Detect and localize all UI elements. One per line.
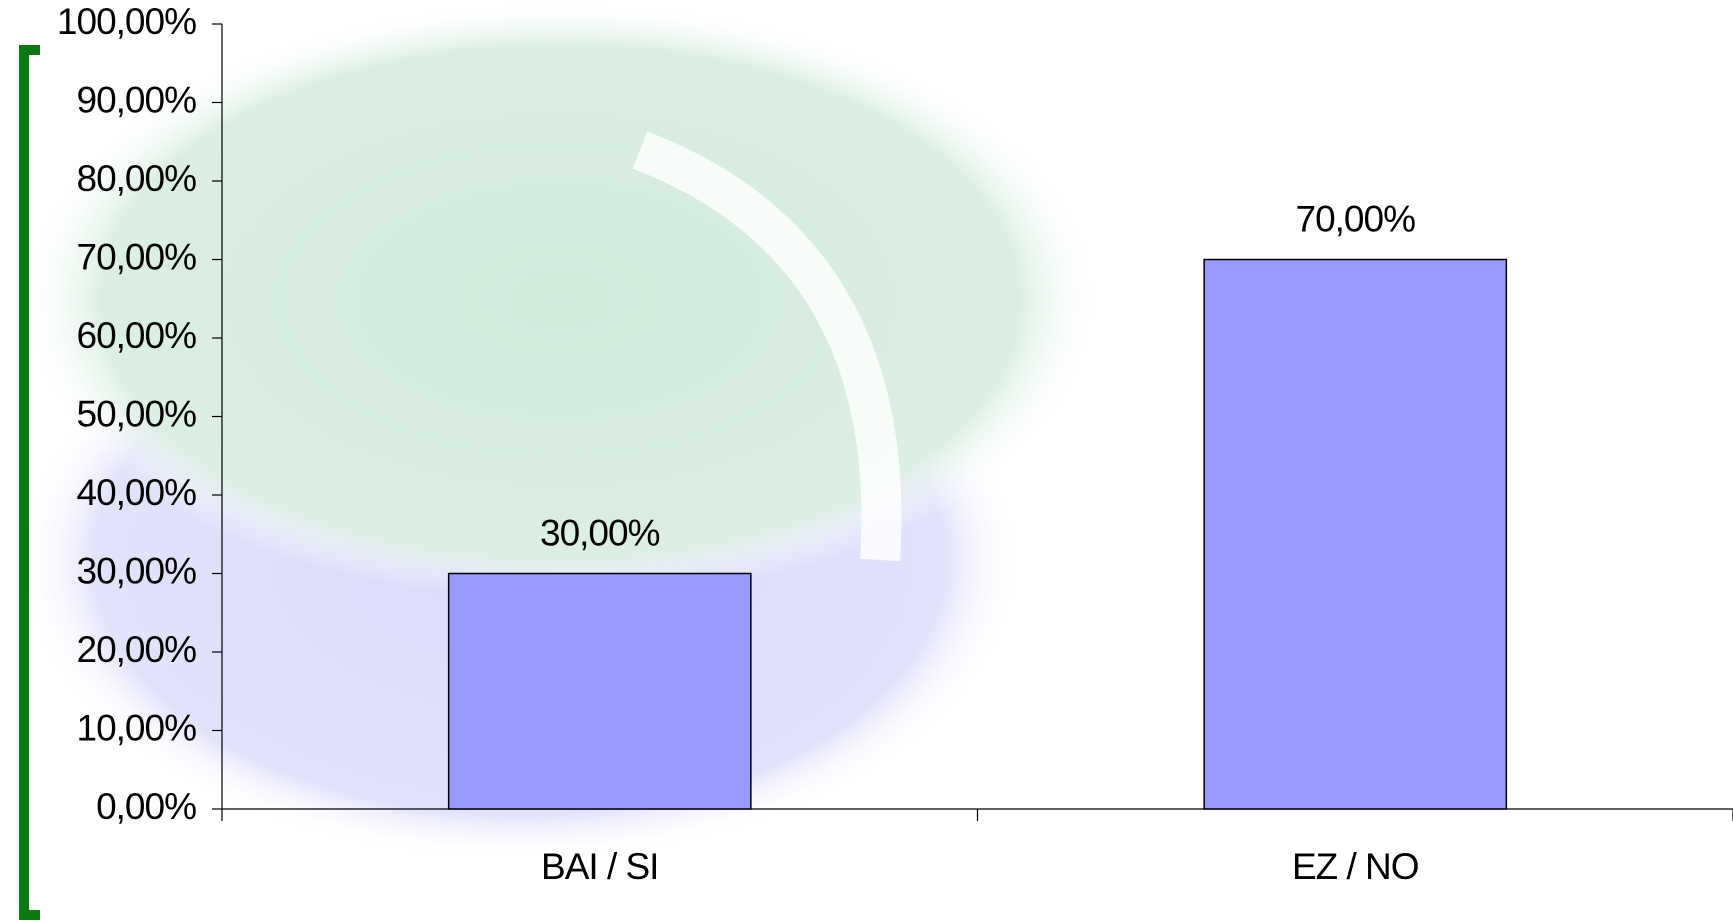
bracket — [19, 45, 40, 920]
y-tick-label: 30,00% — [77, 550, 197, 591]
bar — [447, 572, 752, 810]
y-tick-label: 90,00% — [77, 79, 197, 120]
y-tick-label: 50,00% — [77, 393, 197, 434]
y-tick-label: 0,00% — [96, 786, 196, 827]
y-tick-label: 60,00% — [77, 315, 197, 356]
watermark — [20, 0, 1100, 860]
y-tick-label: 100,00% — [57, 1, 196, 42]
y-tick-label: 70,00% — [77, 236, 197, 277]
x-tick-label: EZ / NO — [1292, 846, 1419, 887]
value-label: 70,00% — [1296, 198, 1416, 239]
bar — [1203, 258, 1508, 810]
value-label: 30,00% — [540, 512, 660, 553]
y-tick-label: 40,00% — [77, 472, 197, 513]
y-tick-label: 10,00% — [77, 707, 197, 748]
y-tick-label: 80,00% — [77, 158, 197, 199]
x-tick-label: BAI / SI — [541, 846, 658, 887]
y-tick-label: 20,00% — [77, 629, 197, 670]
